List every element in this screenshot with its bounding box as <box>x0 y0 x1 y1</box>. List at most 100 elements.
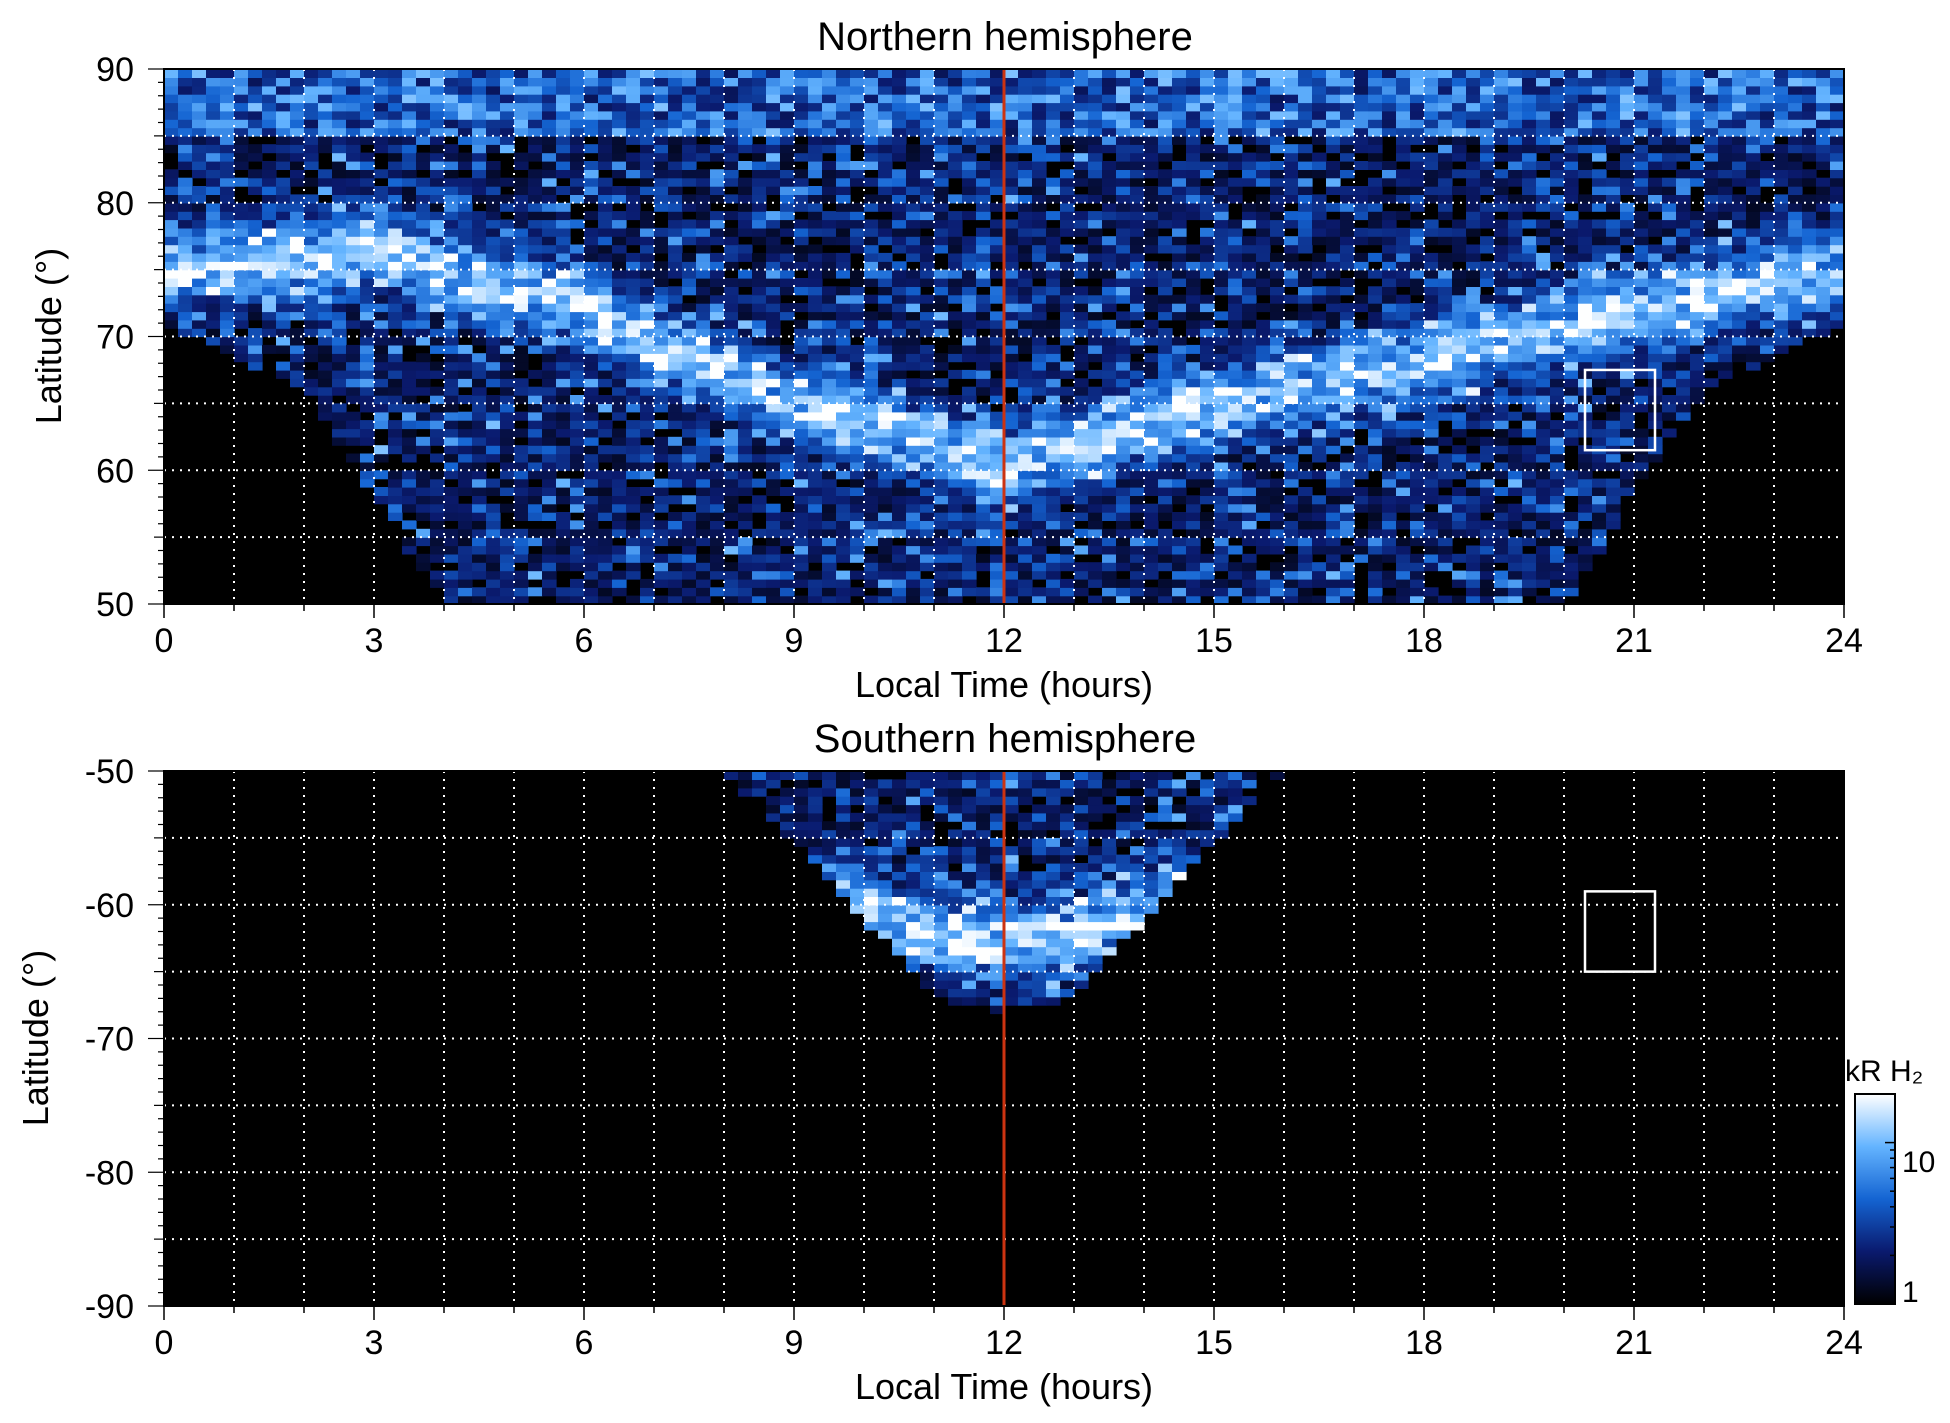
north-intensity-cell <box>822 420 837 430</box>
north-intensity-cell <box>1270 94 1285 104</box>
north-intensity-cell <box>976 161 991 170</box>
north-intensity-cell <box>780 269 795 279</box>
north-intensity-cell <box>892 578 907 588</box>
north-intensity-cell <box>892 411 907 421</box>
north-intensity-cell <box>374 194 389 204</box>
north-intensity-cell <box>430 194 445 204</box>
north-intensity-cell <box>360 428 375 438</box>
north-intensity-cell <box>808 211 823 221</box>
north-intensity-cell <box>724 545 739 555</box>
north-intensity-cell <box>1102 378 1117 388</box>
north-intensity-cell <box>1410 161 1425 170</box>
north-intensity-cell <box>500 102 515 112</box>
north-intensity-cell <box>542 470 557 480</box>
north-intensity-cell <box>920 169 935 179</box>
north-intensity-cell <box>1270 570 1285 580</box>
north-intensity-cell <box>1228 144 1243 154</box>
north-intensity-cell <box>724 177 739 187</box>
north-intensity-cell <box>416 194 431 204</box>
north-intensity-cell <box>878 85 893 95</box>
north-intensity-cell <box>850 177 865 187</box>
north-intensity-cell <box>626 361 641 371</box>
north-intensity-cell <box>234 77 249 87</box>
north-intensity-cell <box>920 495 935 505</box>
north-intensity-cell <box>1368 294 1383 304</box>
north-intensity-cell <box>374 278 389 287</box>
north-intensity-cell <box>1242 177 1257 187</box>
north-intensity-cell <box>1130 236 1145 246</box>
north-intensity-cell <box>584 570 599 580</box>
north-intensity-cell <box>780 537 795 547</box>
north-intensity-cell <box>1214 202 1229 212</box>
north-intensity-cell <box>458 461 473 471</box>
north-intensity-cell <box>360 169 375 179</box>
north-intensity-cell <box>640 378 655 388</box>
north-intensity-cell <box>416 303 431 313</box>
north-intensity-cell <box>1214 336 1229 346</box>
north-intensity-cell <box>962 252 977 262</box>
north-intensity-cell <box>1396 177 1411 187</box>
north-intensity-cell <box>416 503 431 513</box>
north-intensity-cell <box>1242 537 1257 547</box>
north-intensity-cell <box>346 102 361 112</box>
north-intensity-cell <box>1228 194 1243 204</box>
north-intensity-cell <box>416 294 431 304</box>
north-intensity-cell <box>1032 219 1047 229</box>
north-intensity-cell <box>1186 520 1201 530</box>
north-intensity-cell <box>332 211 347 221</box>
north-intensity-cell <box>906 528 921 538</box>
north-intensity-cell <box>486 252 501 262</box>
north-intensity-cell <box>738 386 753 396</box>
north-intensity-cell <box>710 77 725 87</box>
north-intensity-cell <box>178 94 193 104</box>
north-intensity-cell <box>1074 378 1089 388</box>
north-intensity-cell <box>332 420 347 430</box>
north-intensity-cell <box>710 194 725 204</box>
north-intensity-cell <box>780 428 795 438</box>
north-intensity-cell <box>262 219 277 229</box>
north-intensity-cell <box>1032 453 1047 463</box>
north-intensity-cell <box>1074 570 1089 580</box>
north-intensity-cell <box>710 520 725 530</box>
north-intensity-cell <box>1116 436 1131 446</box>
north-intensity-cell <box>1060 194 1075 204</box>
north-intensity-cell <box>1116 202 1131 212</box>
north-intensity-cell <box>794 110 809 120</box>
north-intensity-cell <box>1046 528 1061 538</box>
north-intensity-cell <box>892 85 907 95</box>
north-intensity-cell <box>948 478 963 488</box>
north-intensity-cell <box>374 236 389 246</box>
north-intensity-cell <box>444 244 459 254</box>
north-intensity-cell <box>1298 319 1313 329</box>
north-intensity-cell <box>738 77 753 87</box>
north-intensity-cell <box>332 328 347 338</box>
north-intensity-cell <box>556 303 571 313</box>
north-intensity-cell <box>416 369 431 379</box>
north-intensity-cell <box>164 211 179 221</box>
north-intensity-cell <box>1256 369 1271 379</box>
north-intensity-cell <box>360 69 375 78</box>
north-intensity-cell <box>654 77 669 87</box>
north-intensity-cell <box>234 202 249 212</box>
north-intensity-cell <box>1438 169 1453 179</box>
north-intensity-cell <box>276 269 291 279</box>
north-intensity-cell <box>668 186 683 195</box>
north-intensity-cell <box>528 286 543 296</box>
north-intensity-cell <box>1116 261 1131 271</box>
north-intensity-cell <box>1298 85 1313 95</box>
north-intensity-cell <box>304 102 319 112</box>
north-intensity-cell <box>416 244 431 254</box>
north-intensity-cell <box>1130 328 1145 338</box>
north-intensity-cell <box>276 328 291 338</box>
north-intensity-cell <box>696 177 711 187</box>
north-intensity-cell <box>878 236 893 246</box>
north-intensity-cell <box>850 520 865 530</box>
north-intensity-cell <box>556 127 571 137</box>
north-intensity-cell <box>1102 570 1117 580</box>
north-intensity-cell <box>1116 94 1131 104</box>
north-intensity-cell <box>1004 470 1019 480</box>
north-intensity-cell <box>304 261 319 271</box>
north-intensity-cell <box>990 336 1005 346</box>
north-intensity-cell <box>430 135 445 145</box>
north-intensity-cell <box>472 361 487 371</box>
